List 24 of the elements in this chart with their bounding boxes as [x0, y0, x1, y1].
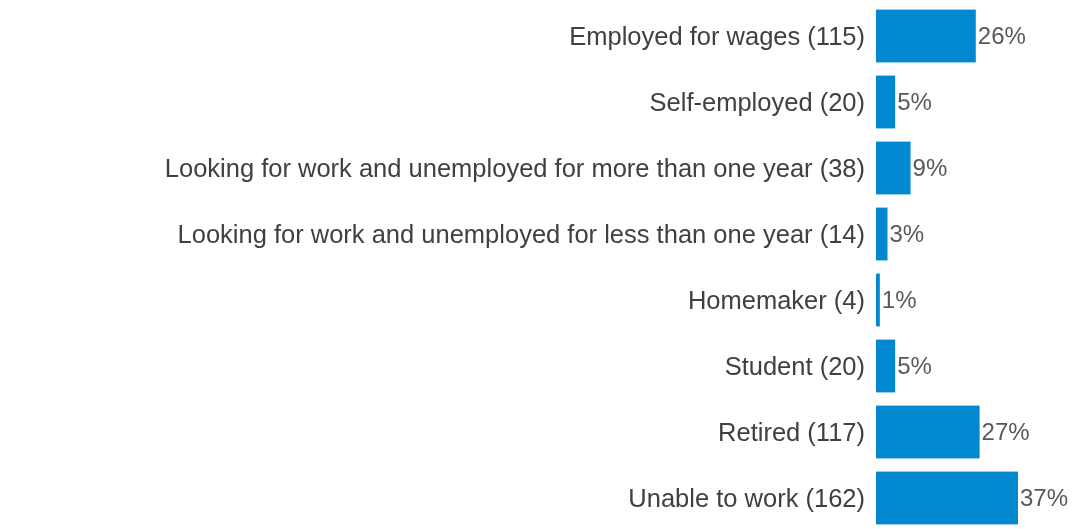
data-label: 5% — [897, 88, 932, 116]
y-tick-label: Homemaker (4) — [687, 285, 865, 314]
bar — [876, 75, 896, 129]
data-label: 5% — [897, 352, 932, 380]
y-tick-label: Unable to work (162) — [628, 483, 865, 512]
data-label: 37% — [1020, 484, 1069, 512]
data-label: 9% — [912, 154, 948, 182]
data-label: 26% — [977, 22, 1026, 50]
data-label: 3% — [889, 220, 925, 248]
y-tick-label: Student (20) — [724, 351, 865, 380]
bar — [876, 207, 888, 261]
bar — [876, 273, 880, 327]
y-tick-label: Looking for work and unemployed for more than one year (38) — [164, 153, 865, 182]
y-tick-label: Looking for work and unemployed for less than one year (14) — [177, 219, 865, 248]
bar — [876, 9, 976, 63]
y-tick-label: Retired (117) — [718, 417, 865, 446]
y-tick-label: Self-employed (20) — [649, 87, 865, 116]
y-tick-label: Employed for wages (115) — [569, 21, 865, 50]
data-label: 1% — [881, 286, 917, 314]
bar — [876, 339, 896, 393]
bar — [876, 141, 911, 195]
bar — [876, 405, 980, 459]
bar — [876, 471, 1018, 525]
data-label: 27% — [981, 418, 1030, 446]
